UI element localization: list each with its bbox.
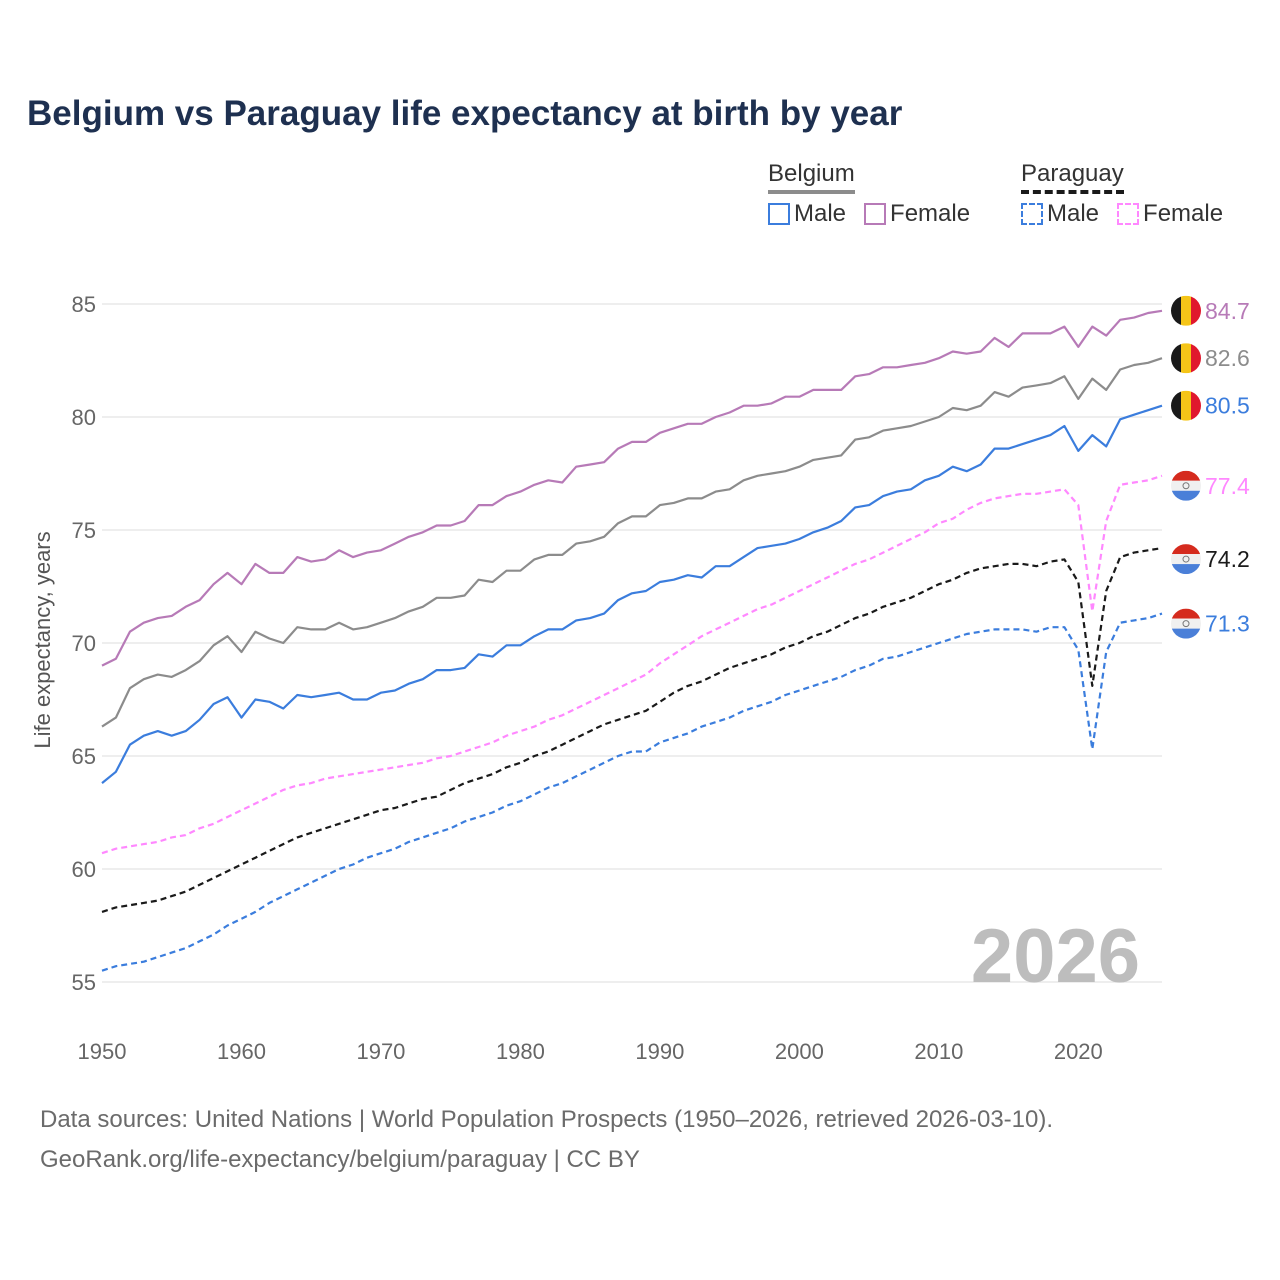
legend-swatch xyxy=(768,203,790,225)
y-axis-label: Life expectancy, years xyxy=(30,531,55,748)
y-tick-label: 75 xyxy=(72,518,96,543)
legend-belgium: Belgium Male Female xyxy=(768,160,970,228)
paraguay-flag-icon xyxy=(1171,544,1201,575)
y-tick-label: 80 xyxy=(72,405,96,430)
x-tick-label: 1960 xyxy=(217,1039,266,1064)
end-value-label: 71.3 xyxy=(1205,611,1250,637)
series-line-paraguay-total xyxy=(101,547,1163,913)
y-tick-label: 70 xyxy=(72,631,96,656)
legend-paraguay-male: Male xyxy=(1021,200,1099,228)
legend-label: Female xyxy=(890,200,971,227)
legend-belgium-male: Male xyxy=(768,200,846,228)
series-line-paraguay-male xyxy=(101,612,1163,972)
legend-swatch xyxy=(1117,203,1140,225)
x-tick-label: 1970 xyxy=(356,1039,405,1064)
x-tick-label: 1980 xyxy=(496,1039,545,1064)
series-line-paraguay-female xyxy=(101,474,1163,855)
x-tick-label: 1950 xyxy=(78,1039,127,1064)
footer-link[interactable]: GeoRank.org/life-expectancy/belgium/para… xyxy=(40,1146,640,1173)
end-value-label: 77.4 xyxy=(1205,473,1250,499)
y-tick-label: 55 xyxy=(72,970,96,995)
legend-paraguay-label: Paraguay xyxy=(1021,160,1124,194)
belgium-flag-icon xyxy=(1171,343,1201,374)
x-tick-label: 2020 xyxy=(1054,1039,1103,1064)
chart-title: Belgium vs Paraguay life expectancy at b… xyxy=(27,94,903,133)
series-line-belgium-total xyxy=(101,357,1163,728)
y-tick-label: 85 xyxy=(72,292,96,317)
legend-paraguay-female: Female xyxy=(1117,200,1223,228)
series-line-belgium-male xyxy=(101,404,1163,784)
belgium-flag-icon xyxy=(1171,390,1201,421)
x-tick-label: 2000 xyxy=(775,1039,824,1064)
legend-belgium-label: Belgium xyxy=(768,160,855,194)
legend-label: Male xyxy=(1047,200,1100,227)
legend-swatch xyxy=(864,203,887,225)
footer-sources: Data sources: United Nations | World Pop… xyxy=(40,1106,1054,1133)
series-line-belgium-female xyxy=(101,309,1163,667)
y-tick-label: 65 xyxy=(72,744,96,769)
paraguay-flag-icon xyxy=(1171,470,1201,501)
end-value-label: 82.6 xyxy=(1205,345,1250,371)
year-watermark: 2026 xyxy=(971,914,1140,999)
legend-label: Male xyxy=(794,200,847,227)
legend-swatch xyxy=(1021,203,1043,225)
y-tick-label: 60 xyxy=(72,857,96,882)
x-tick-label: 2010 xyxy=(914,1039,963,1064)
belgium-flag-icon xyxy=(1171,295,1201,326)
end-value-label: 80.5 xyxy=(1205,393,1250,419)
paraguay-flag-icon xyxy=(1171,608,1201,639)
legend-belgium-female: Female xyxy=(864,200,970,228)
end-value-label: 74.2 xyxy=(1205,546,1250,572)
legend-paraguay: Paraguay Male Female xyxy=(1021,160,1223,228)
end-value-label: 84.7 xyxy=(1205,298,1250,324)
x-tick-label: 1990 xyxy=(635,1039,684,1064)
legend-label: Female xyxy=(1143,200,1224,227)
